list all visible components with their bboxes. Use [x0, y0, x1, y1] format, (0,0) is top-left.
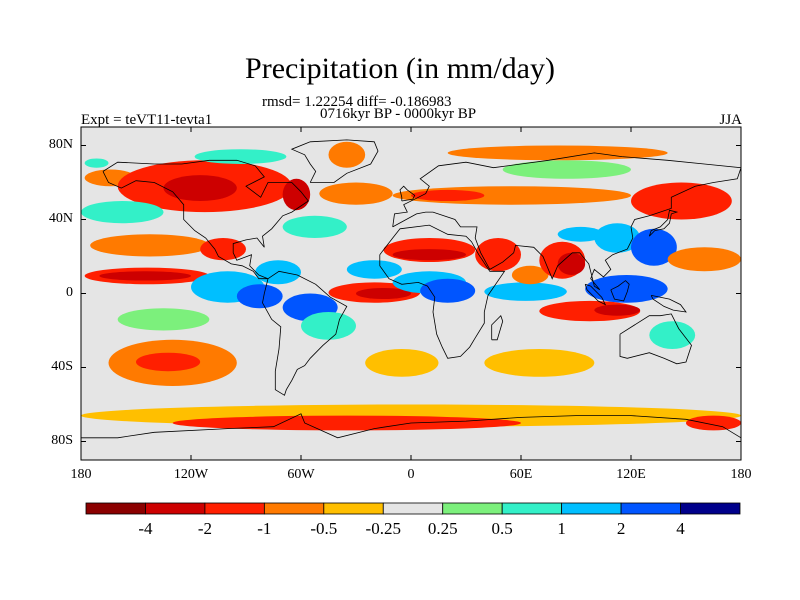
region-java-sea-dry	[594, 304, 641, 316]
region-arabian-sea-dry	[511, 265, 549, 285]
region-north-america-core-dry	[163, 175, 237, 201]
colorbar-box	[620, 502, 681, 515]
lon-tick-label: 60W	[287, 467, 315, 482]
coastline-madagascar	[491, 314, 504, 341]
coastline-africa	[379, 224, 506, 359]
region-ross-sea-dry	[686, 415, 741, 431]
region-atlantic-itcz-dry	[356, 287, 411, 300]
region-south-atlantic-dry	[365, 349, 439, 377]
region-mexico-dry	[200, 238, 246, 261]
lon-tick-label: 120W	[173, 467, 209, 482]
region-tibet-wet	[557, 226, 604, 242]
region-arctic-coast-dry	[447, 145, 668, 161]
coastline-japan	[648, 209, 679, 237]
season-label: JJA	[719, 112, 742, 128]
coastline-borneo	[610, 280, 630, 302]
coastline-greenland	[290, 139, 379, 183]
colorbar-box	[145, 502, 206, 515]
region-north-pacific-subtropical-dry	[90, 234, 210, 257]
region-siberia-wet	[502, 160, 631, 179]
colorbar-label: 0.5	[491, 519, 513, 538]
lat-tick-label: 40N	[48, 210, 73, 226]
lon-tick-label: 180	[70, 467, 92, 482]
coastline-north-america	[102, 159, 309, 280]
region-bay-of-bengal-dry	[557, 252, 586, 275]
experiment-label: Expt = teVT11-tevta1	[81, 112, 213, 128]
lon-tick-label: 180	[730, 467, 752, 482]
coastline-australia	[619, 313, 692, 365]
region-australia-wet	[649, 321, 696, 349]
colorbar-label: -1	[257, 519, 272, 538]
coastline-eurasia	[392, 152, 742, 291]
region-west-pacific-wet	[631, 228, 677, 266]
lon-tick-label: 60E	[509, 467, 533, 482]
chart-title: Precipitation (in mm/day)	[245, 52, 555, 85]
colorbar-box	[85, 502, 146, 515]
region-maritime-continent-wet	[585, 275, 668, 303]
colorbar-label: -2	[197, 519, 212, 538]
colorbar-box	[501, 502, 563, 515]
region-europe-dry	[411, 189, 485, 201]
colorbar-label: -0.5	[310, 519, 338, 538]
region-eastern-pacific-core-wet	[236, 284, 283, 309]
colorbar-box	[382, 502, 444, 515]
colorbar-box	[323, 502, 384, 515]
region-sahel-dry	[392, 249, 467, 261]
colorbar-label: 0.25	[427, 519, 458, 538]
coastline-britain	[399, 185, 416, 202]
coastline-sumatra	[584, 283, 607, 306]
coastline-antarctica	[81, 413, 742, 439]
region-hudson-dry	[282, 178, 311, 211]
region-south-pacific-core-dry	[136, 352, 201, 372]
colorbar-box	[263, 502, 325, 515]
region-north-atlantic-wet	[282, 215, 347, 238]
region-north-atlantic-dry	[319, 182, 393, 205]
lon-tick-label: 120E	[616, 467, 646, 482]
colorbar-label: -4	[138, 519, 153, 538]
region-north-pacific-wet	[81, 201, 164, 224]
region-central-africa-wet	[420, 278, 476, 303]
region-antarctic-coast-dry	[172, 415, 521, 431]
coastline-new-guinea	[650, 295, 687, 313]
region-east-asia-dry	[631, 182, 732, 220]
region-south-indian-dry	[484, 349, 595, 377]
colorbar-box	[561, 502, 622, 515]
colorbar-box	[680, 502, 741, 515]
region-alaska-wet	[84, 158, 109, 168]
colorbar-box	[442, 502, 503, 515]
region-pacific-itcz-core-dry	[99, 271, 191, 281]
region-tropical-atlantic-wet	[346, 260, 402, 279]
lat-tick-label: 0	[66, 284, 73, 300]
colorbar-label: -0.25	[365, 519, 401, 538]
lat-tick-label: 80N	[48, 136, 73, 152]
lon-tick-label: 0	[407, 467, 415, 482]
region-greenland-dry	[328, 141, 366, 168]
period-label: 0716kyr BP - 0000kyr BP	[320, 106, 477, 122]
lat-tick-label: 40S	[51, 358, 73, 374]
region-indian-ocean-wet	[484, 282, 567, 301]
region-west-pacific-dry	[667, 247, 741, 272]
coastline-south-america	[262, 270, 348, 396]
lat-tick-label: 80S	[51, 432, 73, 448]
colorbar-label: 4	[676, 519, 685, 538]
region-south-pacific-wet	[117, 308, 210, 331]
colorbar-box	[204, 502, 265, 515]
stats-line: rmsd= 1.22254 diff= -0.186983	[262, 94, 452, 110]
colorbar-label: 2	[616, 519, 626, 538]
region-south-america-wet	[301, 312, 356, 340]
colorbar-label: 1	[557, 519, 566, 538]
